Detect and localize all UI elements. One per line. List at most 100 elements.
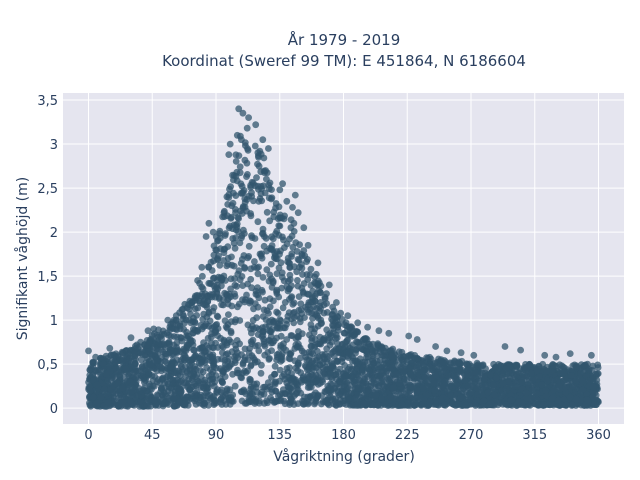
data-point [348,372,356,380]
data-point [283,379,291,387]
data-point [337,309,345,317]
data-point [179,366,187,373]
data-point [205,401,212,409]
y-tick-label: 0,5 [37,358,58,373]
data-point [426,398,434,405]
data-point [374,340,382,348]
data-point [311,297,319,305]
data-point [283,365,291,372]
data-point [248,284,256,292]
data-point [260,328,267,336]
data-point [541,351,549,359]
data-point [392,371,399,378]
data-point [381,356,389,364]
data-point [263,307,271,315]
data-point [262,235,270,242]
data-point [323,290,330,298]
data-point [123,377,131,385]
data-point [507,396,515,404]
data-point [240,386,248,394]
data-point [364,323,371,331]
data-point [525,382,532,389]
data-point [156,363,164,370]
data-point [226,185,233,193]
data-point [310,391,318,399]
data-point [112,359,119,366]
data-point [232,192,240,200]
data-point [253,174,260,182]
data-point [108,376,115,384]
data-point [259,288,266,296]
data-point [484,389,492,396]
data-point [432,397,440,405]
data-point [320,335,328,342]
data-point [253,388,261,396]
y-axis-title: Signifikant våghöjd (m) [14,177,31,340]
data-point [225,311,232,318]
data-point [323,386,331,394]
data-point [374,401,382,409]
data-point [247,181,255,189]
data-point [398,401,406,409]
data-point [334,323,341,331]
data-point [244,171,251,178]
data-point [111,352,118,359]
data-point [261,296,269,304]
data-point [233,131,241,139]
data-point [129,387,137,395]
data-point [381,347,389,355]
data-point [241,345,249,353]
data-point [238,210,246,217]
data-point [355,376,363,384]
data-point [493,374,500,382]
y-tick-label: 3 [50,138,58,153]
data-point [119,350,126,357]
data-point [354,328,362,336]
data-point [290,299,298,307]
data-point [168,324,175,332]
data-point [307,265,315,273]
data-point [263,208,271,216]
data-point [566,393,574,401]
data-point [231,244,239,252]
data-point [300,247,308,254]
data-point [146,360,154,368]
data-point [213,284,220,291]
data-point [194,277,202,284]
data-point [255,347,263,355]
x-tick-label: 135 [267,428,292,443]
data-point [203,313,211,321]
data-point [112,370,120,378]
data-point [331,398,339,405]
data-point [271,398,279,406]
data-point [473,384,481,392]
data-point [137,348,145,356]
data-point [257,369,265,377]
data-point [447,392,455,399]
data-point [526,361,533,368]
data-point [569,382,577,390]
data-point [284,312,292,320]
data-point [225,194,233,202]
data-point [562,401,570,409]
data-point [424,354,432,362]
data-point [243,196,251,203]
data-point [377,395,385,402]
data-point [307,349,315,356]
data-point [370,380,378,387]
data-point [585,366,593,374]
data-point [296,318,304,326]
data-point [316,289,324,297]
data-point [189,318,197,325]
data-point [267,394,274,402]
data-point [92,353,99,361]
data-point [354,384,362,392]
data-point [542,387,550,394]
data-point [558,362,566,370]
data-point [261,351,269,359]
data-point [457,349,465,357]
data-point [223,262,231,270]
data-point [304,393,312,401]
data-point [162,353,170,361]
data-point [361,372,368,380]
